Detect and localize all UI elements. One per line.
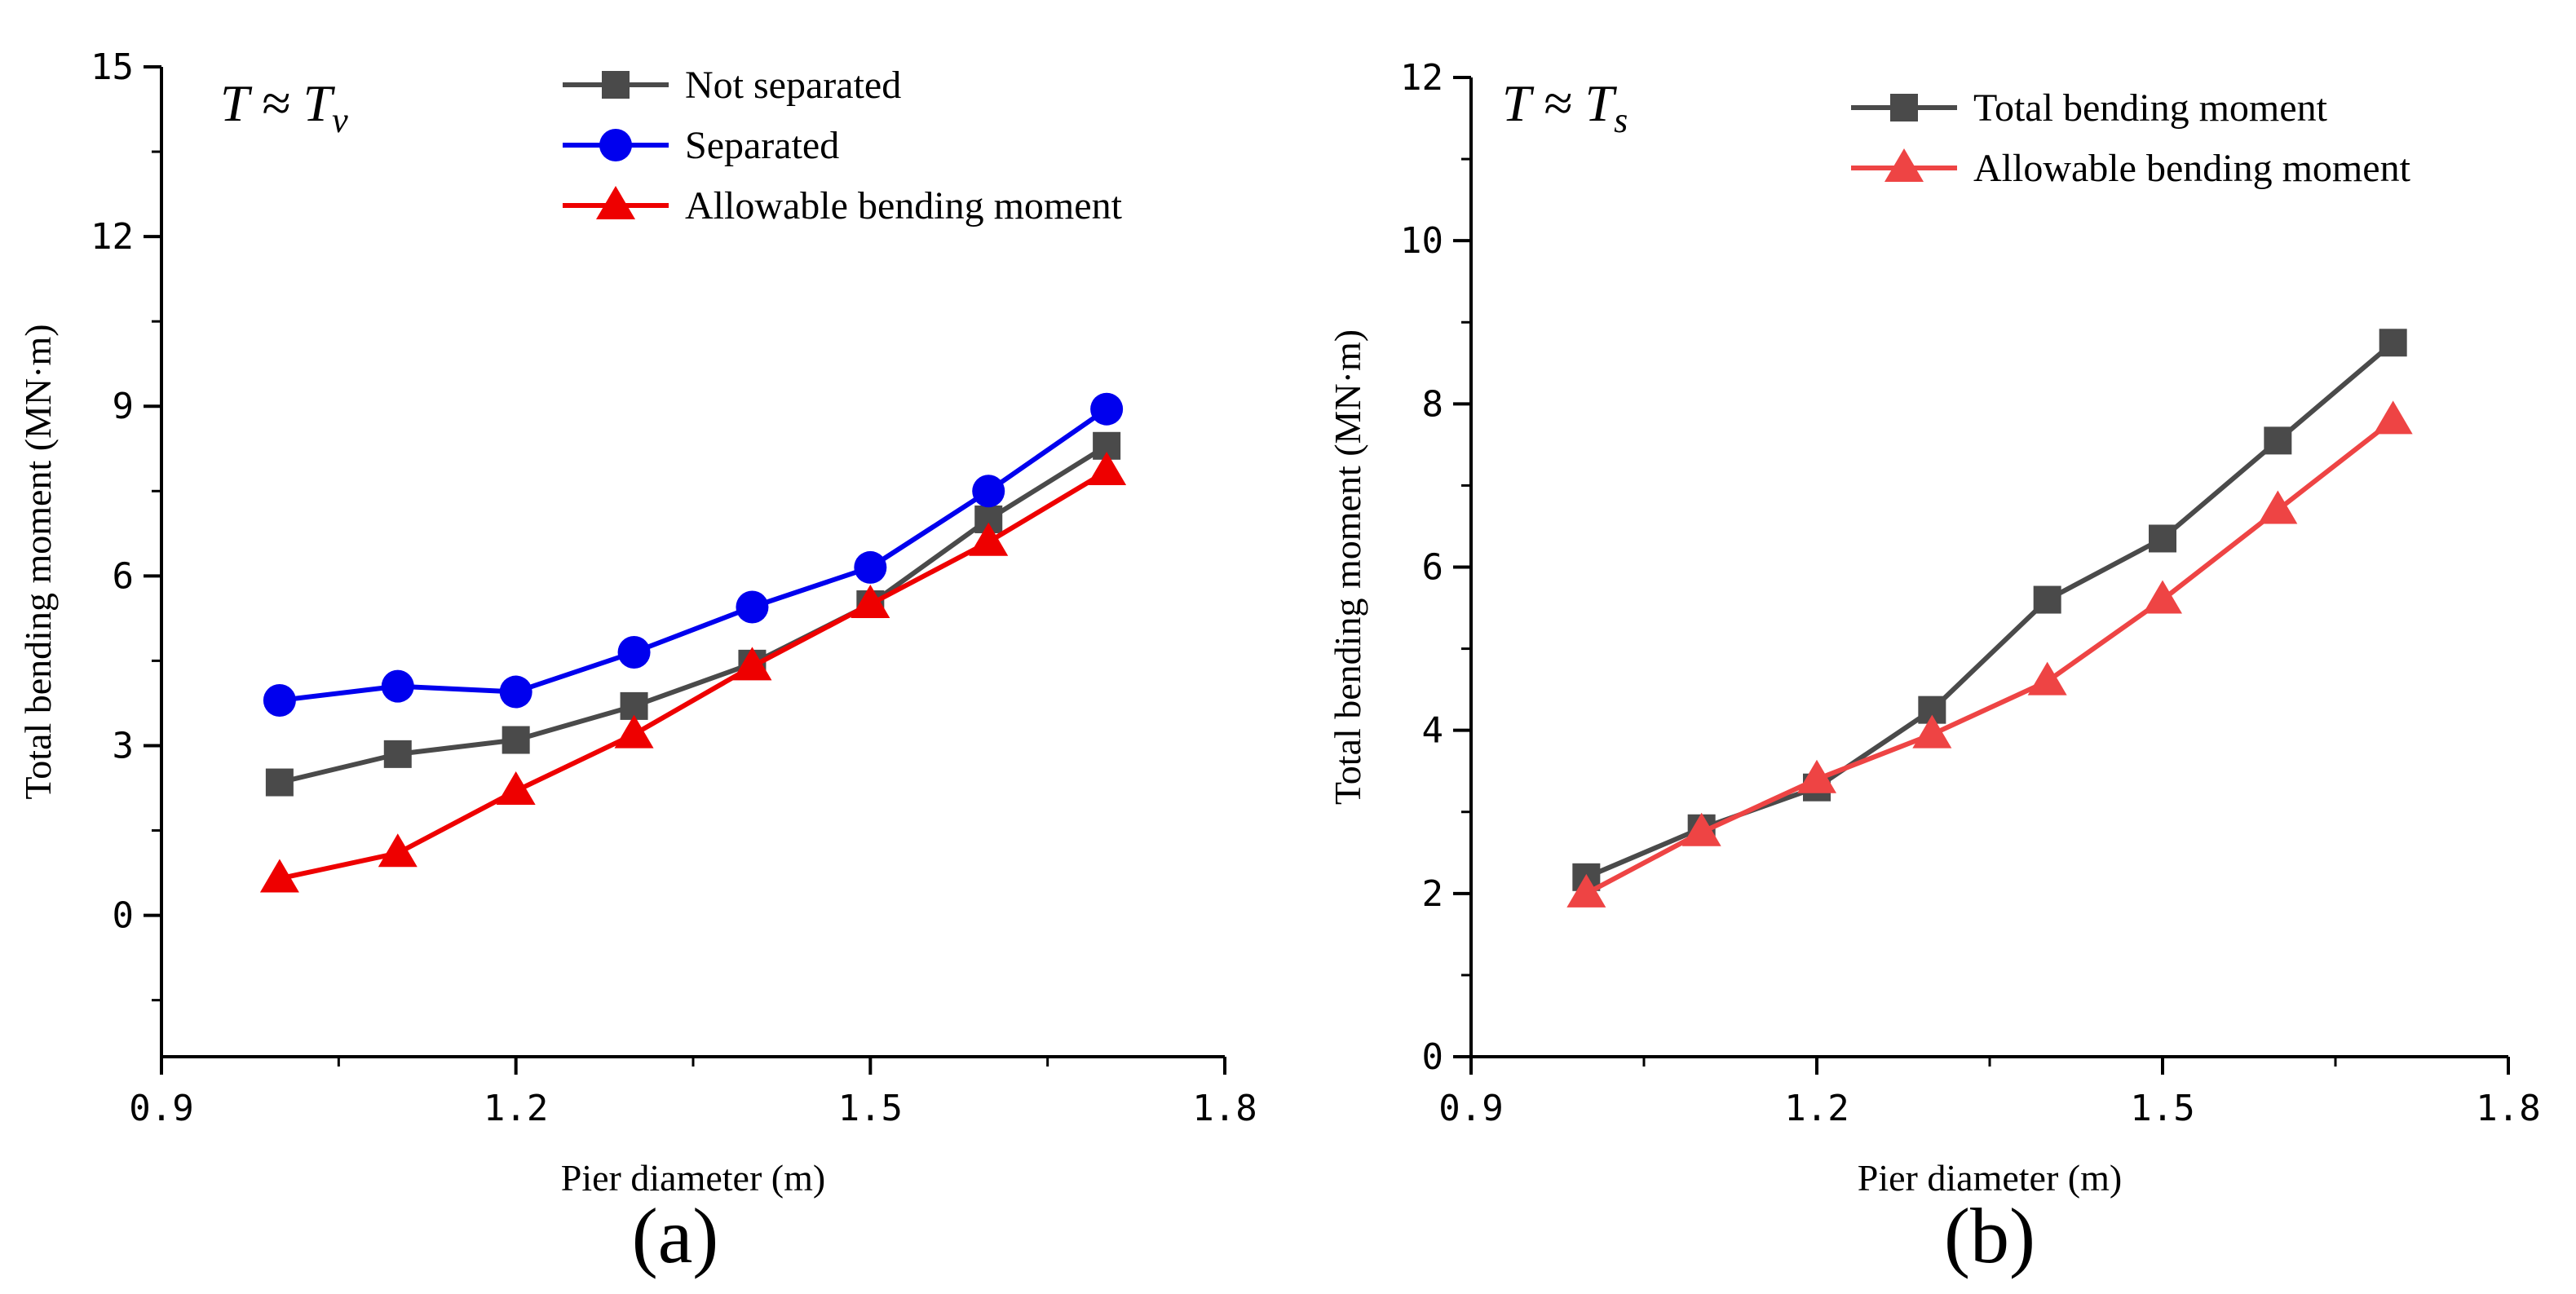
legend-label: Allowable bending moment [685,184,1123,227]
data-point [499,675,532,709]
x-tick-label: 1.8 [1192,1088,1257,1129]
x-axis-title: Pier diameter (m) [1858,1157,2122,1199]
data-point [496,771,536,805]
y-axis-title: Total bending moment (MN·m) [17,324,59,799]
x-tick-label: 1.2 [1784,1088,1849,1129]
period-annotation: T ≈ Ts [1502,74,1628,140]
data-point [969,522,1009,556]
legend-label: Total bending moment [1973,86,2328,130]
period-annotation: T ≈ Tv [220,74,348,140]
data-point [732,647,772,681]
data-point [617,635,651,669]
series-total-bending-moment [1572,329,2407,891]
data-point [1090,392,1124,426]
legend-entry: Allowable bending moment [563,184,1123,227]
data-point [1087,452,1127,486]
data-point [851,585,890,619]
series-line [279,469,1108,881]
series-allowable-bending-moment [259,452,1127,893]
legend-marker [602,71,630,99]
legend-label: Allowable bending moment [1973,147,2411,190]
legend-entry: Total bending moment [1851,86,2328,130]
data-point [1912,714,1952,749]
data-point [2264,426,2292,455]
x-tick-label: 1.5 [838,1088,903,1129]
legend-label: Not separated [685,64,901,107]
legend-marker [1885,148,1924,182]
annotation-subscript: s [1614,100,1628,140]
legend-entry: Allowable bending moment [1851,147,2411,190]
series-separated [263,392,1124,717]
data-point [2258,490,2298,524]
data-point [736,590,769,624]
data-point [1797,759,1836,793]
data-point [972,475,1005,508]
series-line [279,407,1108,703]
y-tick-label: 12 [1400,57,1443,99]
x-tick-label: 1.8 [2476,1088,2540,1129]
legend-marker [599,129,632,161]
series-line [1585,340,2395,880]
series-line [1584,417,2395,896]
y-tick-label: 3 [113,725,135,766]
data-point [854,550,887,584]
series-allowable-bending-moment [1566,400,2413,908]
data-point [383,740,412,768]
data-point [2027,661,2067,696]
legend-label: Separated [685,124,839,167]
legend-marker [596,186,635,219]
y-tick-label: 6 [113,555,135,597]
x-tick-label: 0.9 [1438,1088,1503,1129]
y-tick-label: 15 [91,46,134,88]
series-line [279,444,1108,785]
data-point [263,683,296,717]
y-tick-label: 0 [1422,1036,1444,1078]
y-tick-label: 2 [1422,873,1444,915]
annotation-main: T ≈ T [1502,74,1618,132]
legend-marker [1890,94,1918,121]
data-point [1566,873,1606,908]
y-tick-label: 12 [91,216,134,258]
x-axis-title: Pier diameter (m) [561,1157,825,1199]
data-point [1681,812,1721,846]
data-point [381,669,414,703]
panel-caption: (b) [1944,1192,2035,1279]
data-point [2143,580,2182,614]
y-tick-label: 0 [113,895,135,937]
y-tick-label: 9 [113,386,135,427]
legend-entry: Not separated [563,64,901,107]
legend-entry: Separated [563,124,839,167]
data-point [502,726,530,754]
data-point [378,833,418,868]
data-point [2149,524,2176,553]
x-tick-label: 1.2 [484,1088,548,1129]
data-point [2373,400,2413,435]
panel-b: 0.9 1.2 1.5 1.8 0 2 4 6 8 10 12 Pier diameter (m) To… [1327,57,2541,1279]
data-point [259,859,299,893]
panel-caption: (a) [632,1192,719,1279]
y-tick-label: 6 [1422,547,1444,589]
data-point [614,714,654,749]
y-tick-label: 4 [1422,710,1444,752]
y-tick-label: 10 [1400,220,1443,262]
annotation-main: T ≈ T [220,74,336,132]
y-tick-label: 8 [1422,383,1444,425]
data-point [2033,585,2061,614]
annotation-subscript: v [332,100,348,140]
data-point [2379,329,2407,357]
y-axis-title: Total bending moment (MN·m) [1327,329,1368,805]
x-tick-label: 0.9 [129,1088,193,1129]
panel-a: 0.9 1.2 1.5 1.8 0 3 6 9 12 15 Pier diameter (m) Tot… [17,46,1257,1279]
x-tick-label: 1.5 [2130,1088,2194,1129]
data-point [265,768,294,797]
